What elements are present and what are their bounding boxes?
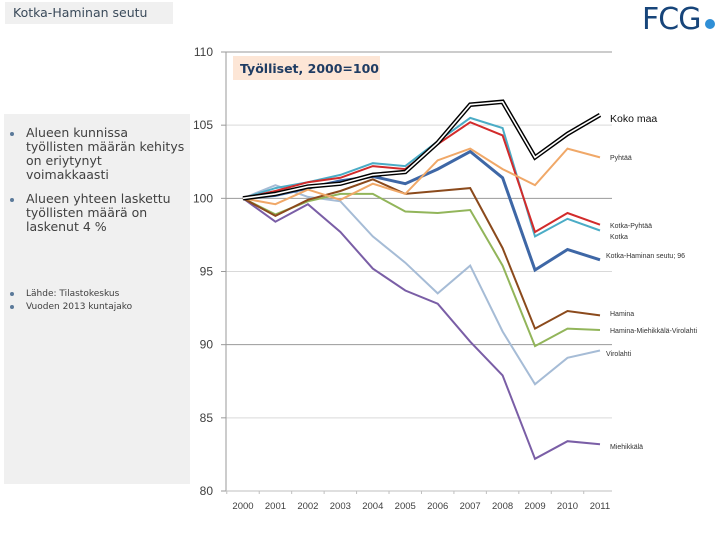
y-tick-label: 85 [200,411,214,425]
fcg-logo: FCG [642,2,716,38]
bullet-dot-icon [10,292,14,296]
x-tick-label: 2004 [362,501,383,512]
series-label: Kotka-Haminan seutu; 96 [606,253,685,260]
gridlines [226,51,612,419]
series-labels: Koko maa Pyhtää Kotka-Pyhtää Kotka Kotka-Ham… [606,113,697,451]
x-tick-label: 2010 [557,501,578,512]
series-label: Hamina [610,311,634,318]
series-label: Pyhtää [610,155,632,162]
left-text-panel: Alueen kunnissa työllisten määrän kehity… [4,114,190,484]
bullet-text: Alueen yhteen laskettu työllisten määrä … [26,191,171,234]
bullet-item: Alueen kunnissa työllisten määrän kehity… [10,126,188,182]
series-label: Koko maa [610,113,657,125]
slide-title: Kotka-Haminan seutu [5,2,173,24]
series-line [242,147,601,206]
y-tick-labels: 80 85 90 95 100 105 110 [193,45,213,498]
series-line-koko-maa [242,100,601,200]
axes [221,51,612,494]
x-tick-label: 2009 [524,501,545,512]
bullet-dot-icon [10,198,14,202]
series-lines [242,99,602,461]
y-tick-label: 80 [200,484,214,498]
series-label: Miehikkälä [610,444,643,451]
series-line [242,197,601,461]
note-text: Vuoden 2013 kuntajako [26,302,133,312]
x-tick-label: 2003 [330,501,351,512]
series-label: Kotka-Pyhtää [610,223,652,230]
bullet-dot-icon [10,305,14,309]
series-label: Kotka [610,234,628,241]
x-tick-labels: 2000 2001 2002 2003 2004 2005 2006 2007 2008 2009… [232,501,610,512]
series-label: Virolahti [606,351,632,358]
bullet-text: Alueen kunnissa työllisten määrän kehity… [26,125,185,182]
x-tick-label: 2005 [395,501,416,512]
x-tick-label: 2000 [232,501,253,512]
x-tick-label: 2007 [460,501,481,512]
chart-title: Työlliset, 2000=100 [240,61,379,76]
series-label: Hamina-Miehikkälä-Virolahti [610,328,697,335]
y-tick-label: 95 [200,265,214,279]
x-tick-label: 2011 [590,501,610,512]
note-item: Vuoden 2013 kuntajako [10,301,132,313]
slide-title-text: Kotka-Haminan seutu [13,5,148,20]
x-tick-label: 2006 [427,501,448,512]
logo-text: FCG [642,2,701,37]
logo-dot-icon [705,19,716,29]
y-tick-label: 100 [193,191,213,205]
y-tick-label: 110 [194,45,213,59]
y-tick-label: 90 [200,338,214,352]
x-tick-label: 2001 [265,501,286,512]
note-item: Lähde: Tilastokeskus [10,288,119,300]
series-line [242,184,601,386]
series-line [242,178,601,331]
x-tick-label: 2002 [297,501,318,512]
y-tick-label: 105 [193,118,213,132]
x-tick-label: 2008 [492,501,513,512]
bullet-item: Alueen yhteen laskettu työllisten määrä … [10,192,188,234]
note-text: Lähde: Tilastokeskus [26,289,120,299]
bullet-dot-icon [10,132,14,136]
chart-title-background [233,56,380,80]
